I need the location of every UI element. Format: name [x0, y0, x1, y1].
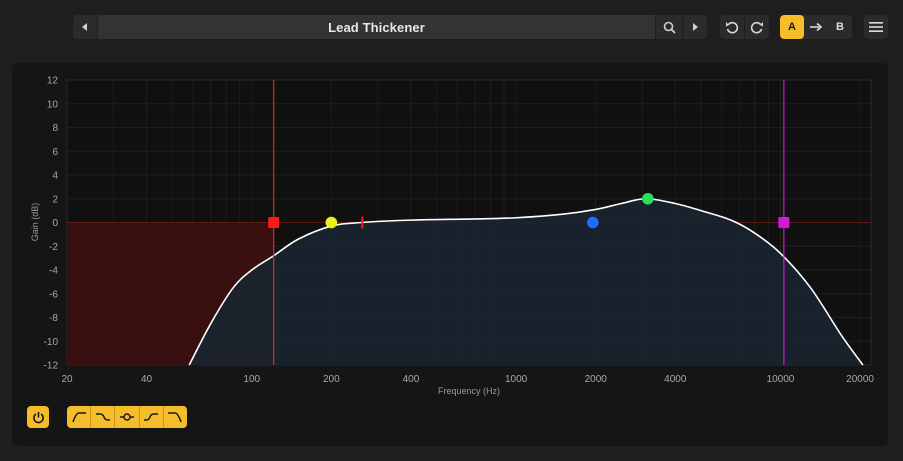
x-tick-label: 200	[323, 374, 340, 385]
x-tick-label: 1000	[505, 374, 528, 385]
ab-copy-button[interactable]	[804, 15, 828, 39]
arrow-right-icon	[810, 22, 822, 32]
preset-bar: Lead Thickener	[73, 15, 707, 39]
x-tick-label: 2000	[585, 374, 608, 385]
y-tick-label: 8	[52, 123, 58, 134]
band-handle-2[interactable]	[325, 216, 338, 229]
high-shelf-icon	[144, 413, 159, 421]
x-tick-label: 400	[403, 374, 420, 385]
eq-curve	[188, 197, 864, 366]
filter-low-cut-button[interactable]	[67, 406, 92, 428]
filter-bell-button[interactable]	[115, 406, 140, 428]
prev-preset-button[interactable]	[73, 15, 98, 39]
band-handle-5[interactable]	[778, 217, 790, 228]
x-axis-label: Frequency (Hz)	[438, 386, 500, 396]
y-tick-label: -4	[49, 266, 58, 277]
eq-curve-group	[188, 80, 864, 366]
band-handle-3[interactable]	[586, 216, 599, 229]
undo-button[interactable]	[720, 15, 745, 39]
search-preset-button[interactable]	[655, 15, 682, 39]
y-tick-label: 6	[52, 147, 58, 158]
preset-name[interactable]: Lead Thickener	[98, 15, 655, 39]
triangle-left-icon	[82, 23, 87, 31]
x-tick-label: 20	[61, 374, 73, 385]
bell-icon	[120, 413, 134, 421]
y-tick-label: 4	[52, 171, 58, 182]
x-tick-label: 10000	[767, 374, 795, 385]
hamburger-menu-icon	[869, 22, 883, 32]
y-tick-label: -6	[49, 289, 58, 300]
band-handle-4[interactable]	[642, 192, 654, 205]
triangle-right-icon	[693, 23, 698, 31]
y-tick-label: 0	[52, 218, 58, 229]
filter-type-group	[67, 406, 187, 428]
undo-icon	[726, 21, 739, 34]
redo-button[interactable]	[745, 15, 769, 39]
eq-curve-fill	[189, 198, 863, 365]
x-tick-label: 4000	[664, 374, 687, 385]
menu-button[interactable]	[864, 15, 888, 39]
y-tick-label: -8	[49, 313, 58, 324]
y-tick-label: -2	[49, 242, 58, 253]
redo-icon	[750, 21, 763, 34]
y-tick-label: 12	[47, 76, 59, 87]
undo-redo-group	[720, 15, 769, 39]
x-tick-label: 40	[141, 374, 153, 385]
high-cut-icon	[168, 412, 183, 423]
filter-low-shelf-button[interactable]	[91, 406, 116, 428]
low-shelf-icon	[95, 413, 110, 421]
power-button[interactable]	[27, 406, 49, 428]
band-markers[interactable]	[268, 192, 790, 229]
filter-high-shelf-button[interactable]	[140, 406, 164, 428]
y-tick-label: -10	[44, 337, 59, 348]
filter-high-cut-button[interactable]	[164, 406, 187, 428]
x-tick-label: 20000	[846, 374, 874, 385]
power-icon	[32, 411, 44, 423]
y-tick-label: 2	[52, 194, 58, 205]
y-tick-label: 10	[47, 99, 59, 110]
ab-a-button[interactable]: A	[780, 15, 804, 39]
search-icon	[663, 21, 676, 34]
x-tick-label: 100	[243, 374, 260, 385]
ab-b-button[interactable]: B	[836, 21, 844, 33]
band-handle-1[interactable]	[268, 217, 280, 228]
y-axis-label: Gain (dB)	[30, 203, 40, 242]
ab-compare-group: A B	[780, 15, 852, 39]
y-tick-label: -12	[44, 361, 59, 372]
next-preset-button[interactable]	[682, 15, 707, 39]
low-cut-icon	[71, 412, 86, 423]
